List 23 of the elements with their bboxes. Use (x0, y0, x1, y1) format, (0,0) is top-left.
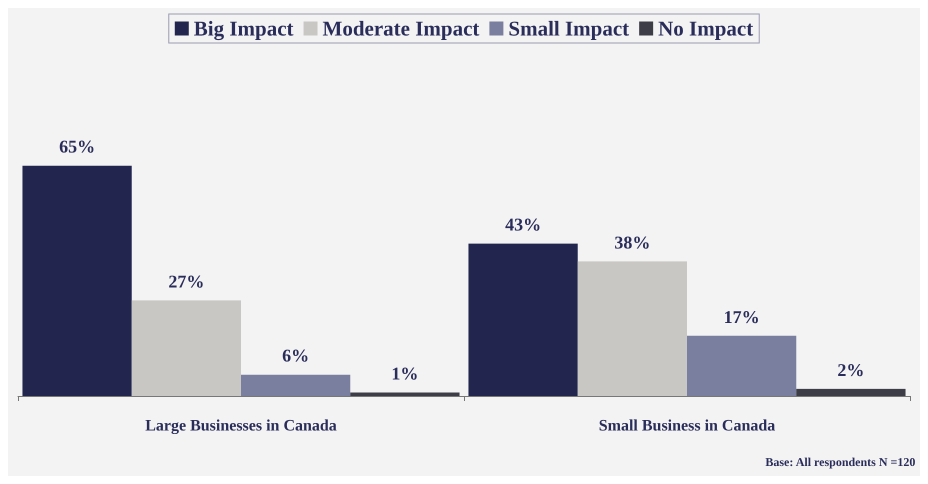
bar (241, 374, 350, 396)
legend-label: Small Impact (508, 16, 630, 40)
text: Base: All respondents N =120 (765, 455, 916, 469)
bar (578, 261, 687, 396)
data-label: 65% (59, 136, 96, 157)
data-label: 43% (505, 214, 542, 235)
legend-label: Big Impact (194, 16, 294, 40)
data-label: 38% (614, 232, 650, 252)
data-label: 27% (168, 271, 204, 292)
bar (468, 244, 578, 396)
bar (350, 392, 460, 396)
bar (687, 336, 796, 396)
data-label: 2% (837, 360, 864, 380)
legend-label: No Impact (658, 16, 754, 40)
bar (796, 388, 906, 396)
legend-label: Moderate Impact (322, 16, 480, 40)
data-label: 1% (391, 363, 418, 384)
bar (132, 300, 241, 396)
x-tick-label: Large Businesses in Canada (145, 418, 337, 434)
data-label: 6% (282, 346, 310, 366)
data-label: 17% (724, 306, 760, 327)
bar (22, 166, 132, 396)
x-tick-label: Small Business in Canada (598, 418, 776, 434)
